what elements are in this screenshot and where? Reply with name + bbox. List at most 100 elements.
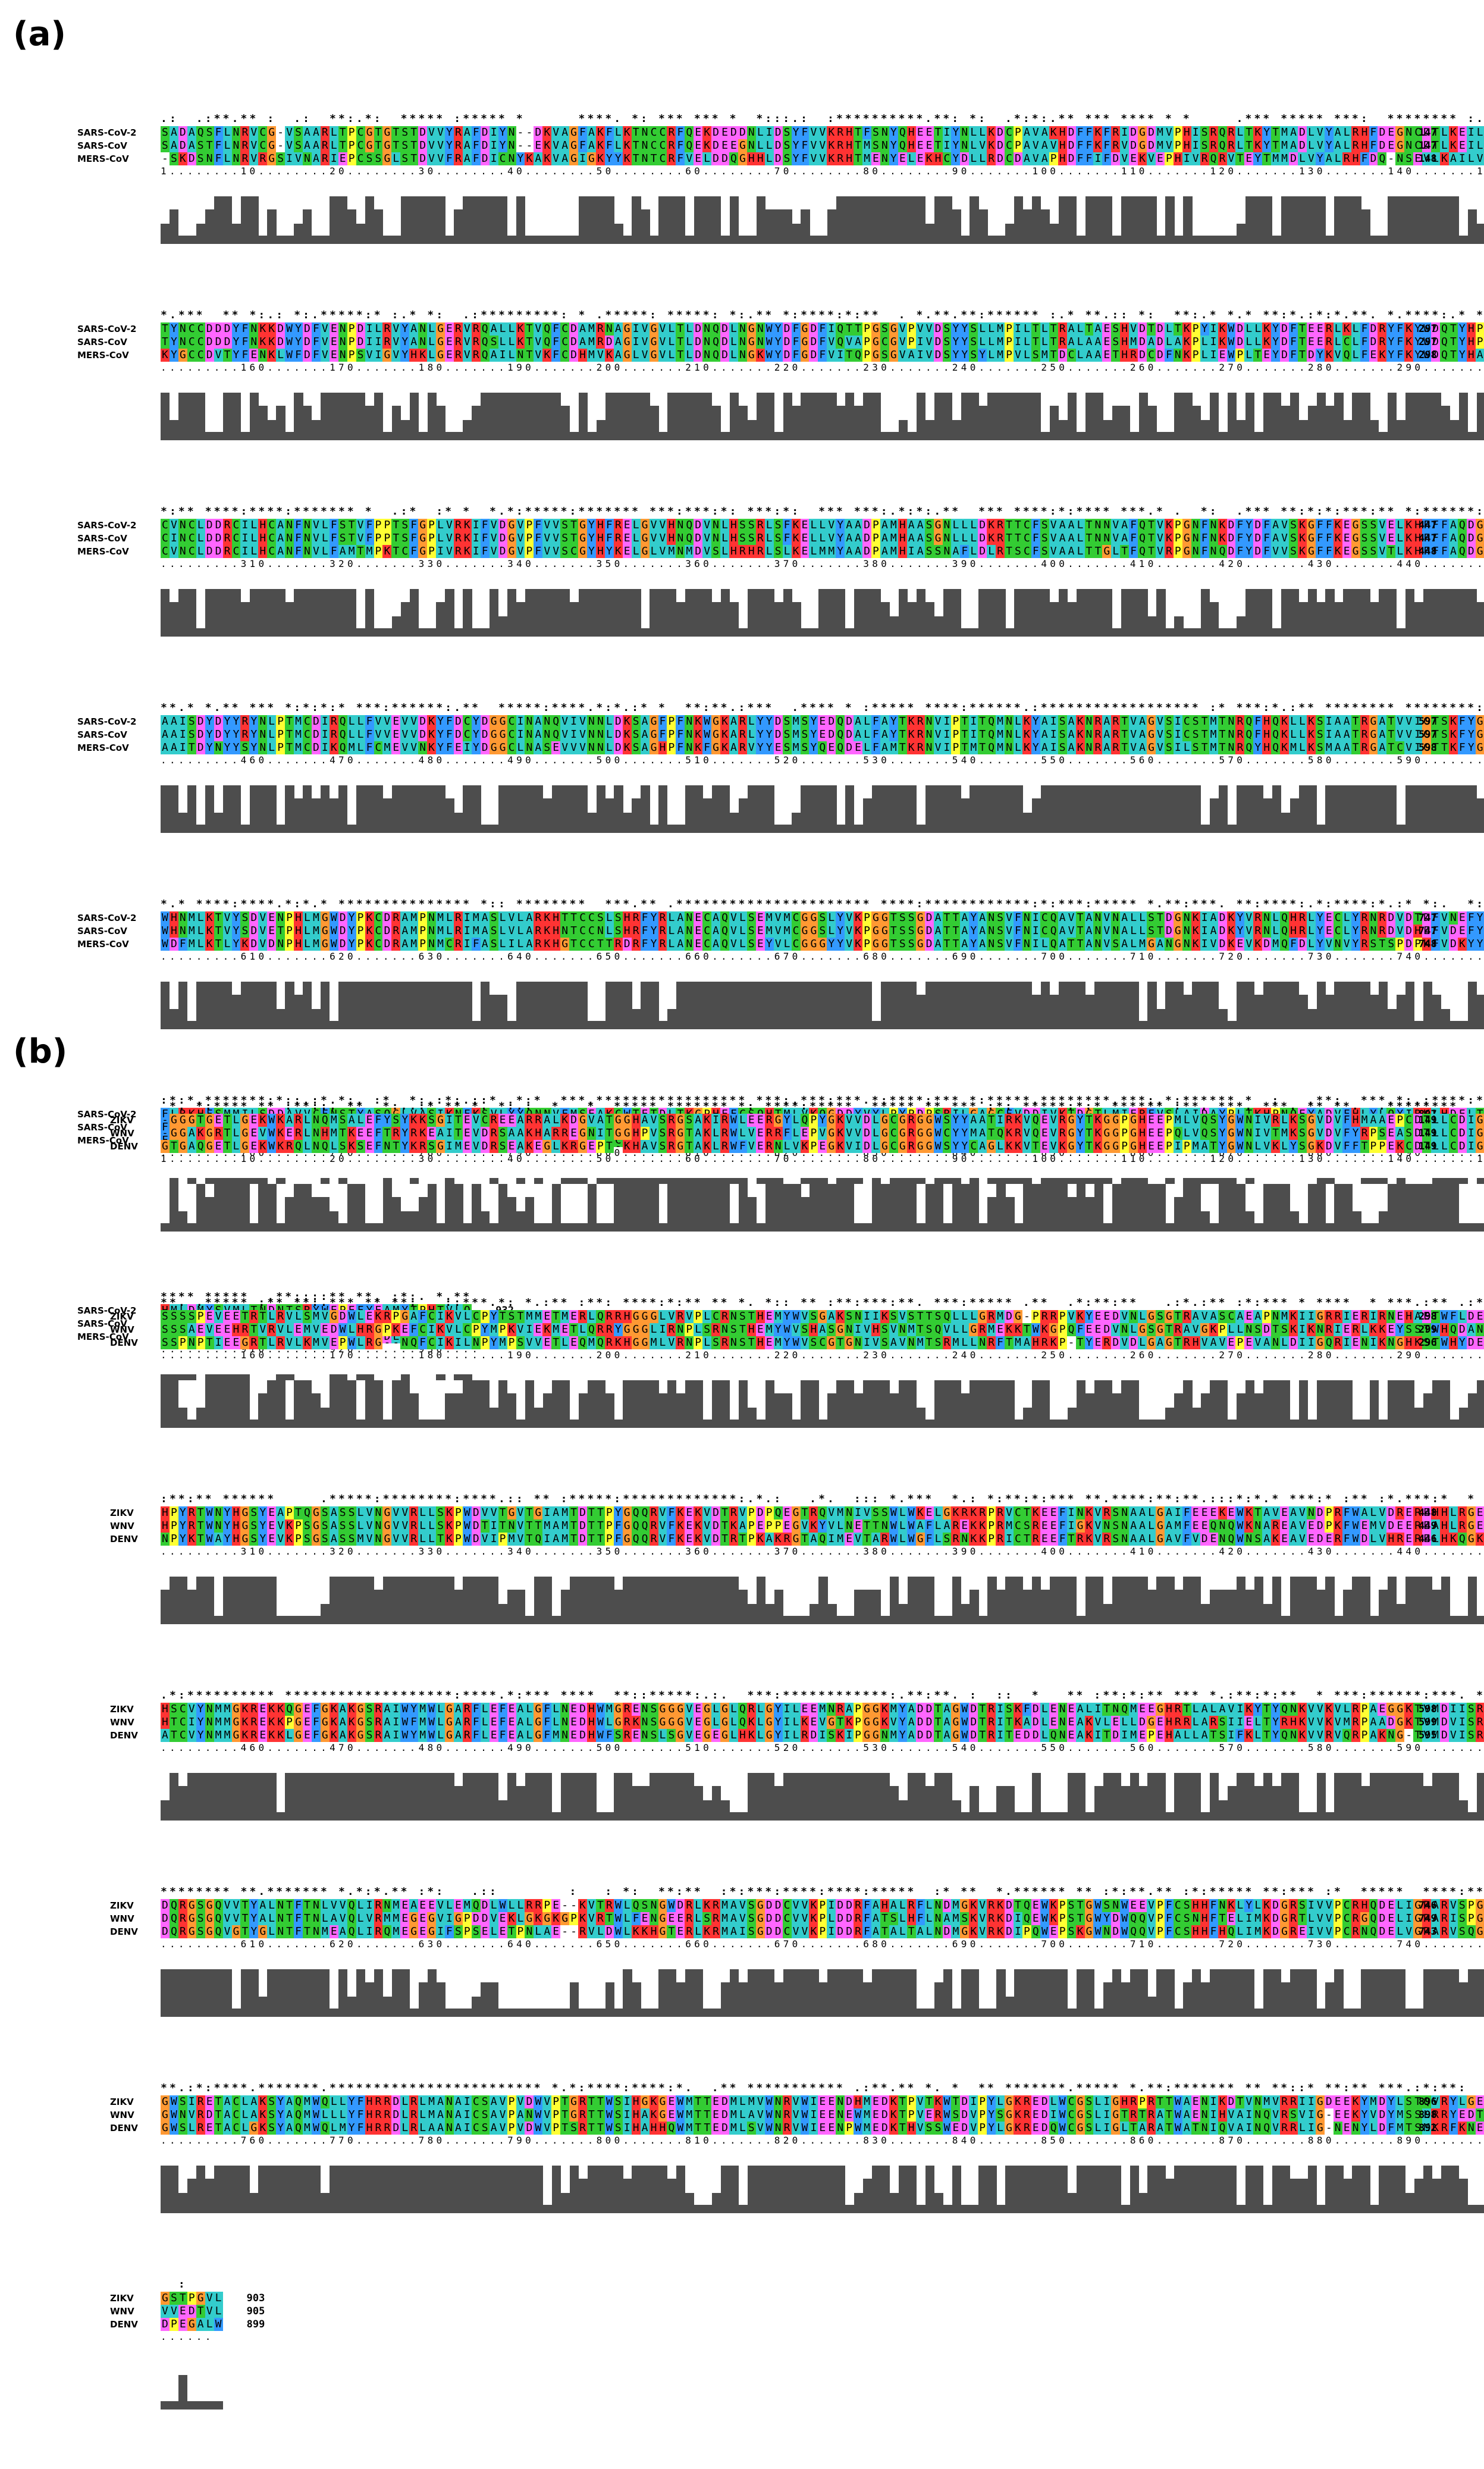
conservation-bar: [1174, 2166, 1184, 2213]
conservation-bar: [818, 1773, 828, 1821]
conservation-bar: [454, 1393, 463, 1428]
conservation-bar: [898, 196, 908, 244]
conservation-bar: [587, 2166, 597, 2213]
conservation-bar: [801, 1616, 810, 1624]
conservation-bar: [1272, 1380, 1281, 1428]
conservation-bar: [1467, 1223, 1477, 1232]
conservation-bar: [1388, 1184, 1397, 1232]
conservation-bar: [490, 2166, 499, 2213]
conservation-bar: [614, 1184, 623, 1232]
conservation-bar: [187, 785, 197, 833]
conservation-bar: [623, 393, 632, 440]
sequence-end-position: 747: [1419, 912, 1437, 924]
conservation-bar: [836, 1184, 846, 1232]
conservation-line: :: [161, 2278, 223, 2291]
conservation-bar: [1067, 196, 1077, 244]
conservation-bar: [409, 393, 419, 440]
conservation-bar: [178, 2375, 188, 2410]
conservation-bar: [952, 982, 961, 1029]
conservation-bar: [916, 196, 925, 244]
conservation-bar: [534, 393, 544, 440]
conservation-bar: [196, 1184, 206, 1232]
conservation-bar: [365, 1982, 375, 2017]
conservation-bar: [667, 589, 677, 637]
conservation-bar: [1405, 2009, 1415, 2017]
conservation-bar: [542, 393, 553, 440]
conservation-line: ******** **.******* *.*:*.** :*: .:: : :…: [161, 1885, 1484, 1898]
conservation-bar: [569, 1577, 579, 1624]
conservation-bar: [1343, 2009, 1353, 2017]
conservation-bar: [569, 1223, 579, 1232]
conservation-bar: [720, 1380, 730, 1428]
conservation-bar: [1245, 1969, 1255, 2017]
conservation-bar: [943, 1616, 952, 1624]
conservation-bar: [1281, 1982, 1290, 2017]
conservation-bar: [1201, 420, 1210, 440]
conservation-bar: [1397, 995, 1406, 1029]
conservation-bar: [880, 785, 890, 833]
conservation-bar: [1094, 1786, 1103, 1821]
conservation-bar: [978, 785, 988, 833]
conservation-bar: [978, 1616, 988, 1624]
conservation-bar: [952, 785, 961, 833]
conservation-bar: [907, 982, 917, 1029]
conservation-bar: [1272, 1786, 1281, 1821]
conservation-bar: [641, 393, 650, 440]
sequence-end-position: 892: [1419, 2122, 1437, 2134]
conservation-bar: [632, 798, 641, 833]
conservation-bar: [614, 1590, 623, 1624]
conservation-bar: [1023, 589, 1033, 637]
conservation-bar: [214, 1773, 223, 1821]
conservation-bar: [1014, 589, 1024, 637]
conservation-bar: [783, 1969, 792, 2017]
conservation-bar: [978, 1223, 988, 1232]
conservation-bar: [516, 785, 526, 833]
conservation-bar: [907, 1380, 917, 1428]
conservation-bar: [534, 2009, 544, 2017]
conservation-bar: [1050, 785, 1059, 833]
conservation-bar: [996, 589, 1006, 637]
conservation-bar: [1423, 2166, 1433, 2213]
conservation-bar: [961, 982, 970, 1029]
conservation-bar: [1352, 2009, 1361, 2017]
conservation-bar: [1201, 236, 1210, 244]
conservation-bar: [961, 236, 970, 244]
conservation-bar: [978, 589, 988, 637]
conservation-bar: [569, 785, 579, 833]
conservation-bar: [720, 1577, 730, 1624]
conservation-bar: [720, 785, 730, 833]
conservation-bar: [863, 2179, 873, 2213]
conservation-bar: [1467, 982, 1477, 1029]
conservation-bar: [400, 1380, 410, 1428]
conservation-bar: [161, 982, 170, 1029]
conservation-bar: [1343, 589, 1353, 637]
conservation-bar: [880, 432, 890, 440]
conservation-bar: [1005, 1997, 1015, 2017]
conservation-bar: [880, 1184, 890, 1232]
conservation-bar: [1050, 1969, 1059, 2017]
conservation-bar: [551, 785, 561, 833]
conservation-bar: [303, 1184, 312, 1232]
conservation-bar: [1156, 1184, 1166, 1232]
conservation-bar: [623, 236, 632, 244]
conservation-bar: [783, 2166, 792, 2213]
conservation-bar: [222, 785, 232, 833]
conservation-bar: [952, 589, 961, 637]
conservation-bar: [400, 602, 410, 637]
conservation-bar: [880, 196, 890, 244]
conservation-bar: [667, 1577, 677, 1624]
conservation-bar: [863, 1590, 873, 1624]
conservation-histogram: [161, 2166, 1484, 2213]
conservation-bar: [1219, 1590, 1228, 1624]
position-ruler: ......: [161, 2331, 214, 2342]
conservation-bar: [382, 1773, 392, 1821]
conservation-histogram: [161, 393, 1484, 440]
position-ruler: .........610.......620.......630.......6…: [161, 1938, 1484, 1950]
conservation-bar: [1388, 1009, 1397, 1029]
conservation-histogram: [161, 1773, 1484, 1821]
conservation-bar: [702, 196, 713, 244]
conservation-bar: [952, 209, 961, 244]
conservation-bar: [596, 1812, 605, 1821]
conservation-bar: [1432, 1590, 1442, 1624]
